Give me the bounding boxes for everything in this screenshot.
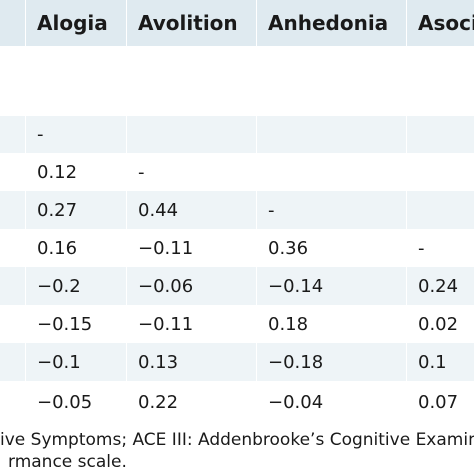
table-cell: −0.1	[37, 351, 81, 373]
table-cell: 0.36	[268, 237, 309, 259]
table-row: 0.27 0.44 -	[0, 191, 474, 229]
column-header-avolition: Avolition	[138, 11, 238, 35]
table-cell: −0.15	[37, 313, 93, 335]
table-row: 0.12 -	[0, 153, 474, 191]
table-cell: 0.24	[418, 275, 459, 297]
column-header-alogia: Alogia	[37, 11, 108, 35]
column-divider	[256, 0, 257, 423]
table-cell: −0.18	[268, 351, 324, 373]
table-cell: 0.07	[418, 391, 459, 413]
column-header-anhedonia: Anhedonia	[268, 11, 389, 35]
table-cell: 0.44	[138, 199, 179, 221]
table-cell: 0.13	[138, 351, 179, 373]
column-divider	[126, 0, 127, 423]
table-row: -	[0, 116, 474, 153]
table-cell: 0.12	[37, 161, 78, 183]
table-row: −0.2 −0.06 −0.14 0.24	[0, 267, 474, 305]
table-row: −0.15 −0.11 0.18 0.02	[0, 305, 474, 343]
table-cell: -	[268, 199, 275, 221]
column-divider	[406, 0, 407, 423]
table-header-row: Alogia Avolition Anhedonia Asoci	[0, 0, 474, 48]
table-row: −0.05 0.22 −0.04 0.07	[0, 381, 474, 423]
table-row: −0.1 0.13 −0.18 0.1	[0, 343, 474, 381]
footnote-line-2: rmance scale.	[8, 452, 127, 472]
table-cell: 0.02	[418, 313, 459, 335]
table-cell: -	[418, 237, 425, 259]
table-cell: −0.06	[138, 275, 194, 297]
table-row	[0, 46, 474, 116]
table-cell: 0.27	[37, 199, 78, 221]
table-cell: 0.18	[268, 313, 309, 335]
table-cell: -	[138, 161, 145, 183]
table-cell: −0.2	[37, 275, 81, 297]
table-row: 0.16 −0.11 0.36 -	[0, 229, 474, 267]
table-cell: −0.05	[37, 391, 93, 413]
table-cell: 0.16	[37, 237, 78, 259]
column-divider	[25, 0, 26, 423]
table-cell: −0.14	[268, 275, 324, 297]
table-cell: 0.1	[418, 351, 447, 373]
table-cell: −0.11	[138, 313, 194, 335]
table-cell: -	[37, 124, 44, 145]
footnote-line-1: ive Symptoms; ACE III: Addenbrooke’s Cog…	[0, 430, 474, 450]
table-cell: −0.04	[268, 391, 324, 413]
table-cell: 0.22	[138, 391, 179, 413]
column-header-asociality: Asoci	[418, 11, 474, 35]
table-cell: −0.11	[138, 237, 194, 259]
